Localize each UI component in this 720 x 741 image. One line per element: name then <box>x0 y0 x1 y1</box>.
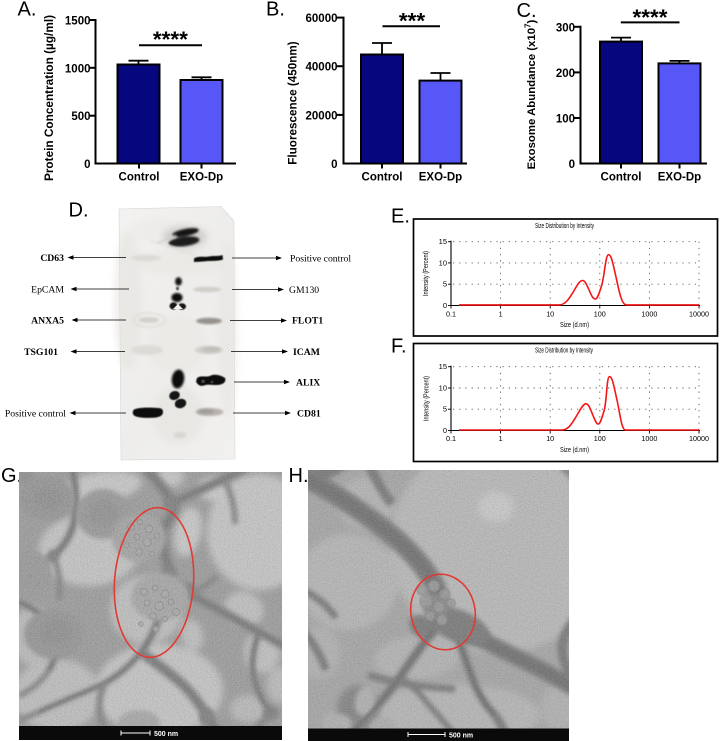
svg-text:H.: H. <box>289 465 309 487</box>
svg-text:0.1: 0.1 <box>446 309 456 318</box>
svg-text:5: 5 <box>443 405 447 414</box>
svg-text:1000: 1000 <box>641 434 657 443</box>
svg-text:CD81: CD81 <box>297 409 321 420</box>
svg-text:5: 5 <box>443 280 447 289</box>
svg-text:Intensity (Percent): Intensity (Percent) <box>421 376 430 421</box>
svg-text:Positive control: Positive control <box>5 409 66 420</box>
svg-text:100: 100 <box>594 434 606 443</box>
svg-text:Fluorescence (450nm): Fluorescence (450nm) <box>287 41 300 165</box>
svg-text:Control: Control <box>362 172 403 184</box>
svg-text:B.: B. <box>266 0 285 21</box>
svg-text:500 nm: 500 nm <box>449 733 473 740</box>
svg-text:60000: 60000 <box>306 13 338 25</box>
svg-text:A.: A. <box>18 0 37 21</box>
svg-text:Exosome Abundance (x107): Exosome Abundance (x107) <box>524 19 539 169</box>
svg-text:C.: C. <box>517 0 537 22</box>
svg-text:EpCAM: EpCAM <box>31 285 64 296</box>
svg-text:F.: F. <box>391 336 407 358</box>
svg-text:E.: E. <box>391 206 410 228</box>
svg-text:TSG101: TSG101 <box>24 347 58 358</box>
svg-text:Positive control: Positive control <box>290 254 351 265</box>
svg-text:0: 0 <box>443 301 447 310</box>
svg-text:EXO-Dp: EXO-Dp <box>658 172 701 184</box>
svg-text:1500: 1500 <box>65 16 91 28</box>
svg-text:0: 0 <box>84 159 90 171</box>
svg-text:10000: 10000 <box>689 309 709 318</box>
svg-text:EXO-Dp: EXO-Dp <box>419 172 462 184</box>
svg-text:1000: 1000 <box>641 309 657 318</box>
svg-text:****: **** <box>153 27 188 52</box>
svg-text:10: 10 <box>439 259 447 268</box>
svg-text:0.1: 0.1 <box>446 434 456 443</box>
svg-text:Size Distribution by Intensity: Size Distribution by Intensity <box>535 346 593 355</box>
svg-text:ICAM: ICAM <box>293 347 320 358</box>
svg-text:0: 0 <box>331 159 337 171</box>
svg-text:1: 1 <box>499 434 503 443</box>
svg-text:G.: G. <box>1 465 22 487</box>
svg-text:15: 15 <box>439 362 447 371</box>
svg-text:FLOT1: FLOT1 <box>292 316 323 327</box>
svg-text:10: 10 <box>439 384 447 393</box>
svg-text:300: 300 <box>556 22 575 34</box>
svg-text:ALIX: ALIX <box>296 378 320 389</box>
svg-text:20000: 20000 <box>306 110 338 122</box>
svg-text:****: **** <box>632 5 667 30</box>
svg-text:Control: Control <box>601 172 642 184</box>
svg-text:10: 10 <box>546 434 554 443</box>
svg-text:1: 1 <box>499 309 503 318</box>
svg-text:40000: 40000 <box>306 62 338 74</box>
svg-text:100: 100 <box>556 114 575 126</box>
svg-text:Size (d.nm): Size (d.nm) <box>560 320 589 329</box>
svg-text:Size Distribution by Intensity: Size Distribution by Intensity <box>535 221 594 230</box>
svg-text:0: 0 <box>443 426 447 435</box>
svg-text:10000: 10000 <box>689 434 709 443</box>
svg-text:D.: D. <box>69 199 89 221</box>
svg-text:1000: 1000 <box>65 63 91 75</box>
svg-text:EXO-Dp: EXO-Dp <box>180 172 223 184</box>
svg-text:GM130: GM130 <box>289 285 319 296</box>
svg-text:Control: Control <box>119 172 160 184</box>
svg-text:10: 10 <box>546 309 554 318</box>
svg-text:500 nm: 500 nm <box>154 731 178 738</box>
svg-text:Intensity (Percent): Intensity (Percent) <box>421 251 430 296</box>
svg-text:ANXA5: ANXA5 <box>31 316 64 327</box>
svg-text:500: 500 <box>71 111 90 123</box>
svg-text:200: 200 <box>556 68 575 80</box>
svg-text:0: 0 <box>569 159 575 171</box>
svg-text:15: 15 <box>439 237 447 246</box>
svg-text:***: *** <box>399 8 426 33</box>
svg-text:Protein Concentration (µg/ml): Protein Concentration (µg/ml) <box>42 15 56 181</box>
svg-text:100: 100 <box>594 309 606 318</box>
svg-text:CD63: CD63 <box>40 253 64 264</box>
svg-text:Size (d.nm): Size (d.nm) <box>560 445 589 454</box>
